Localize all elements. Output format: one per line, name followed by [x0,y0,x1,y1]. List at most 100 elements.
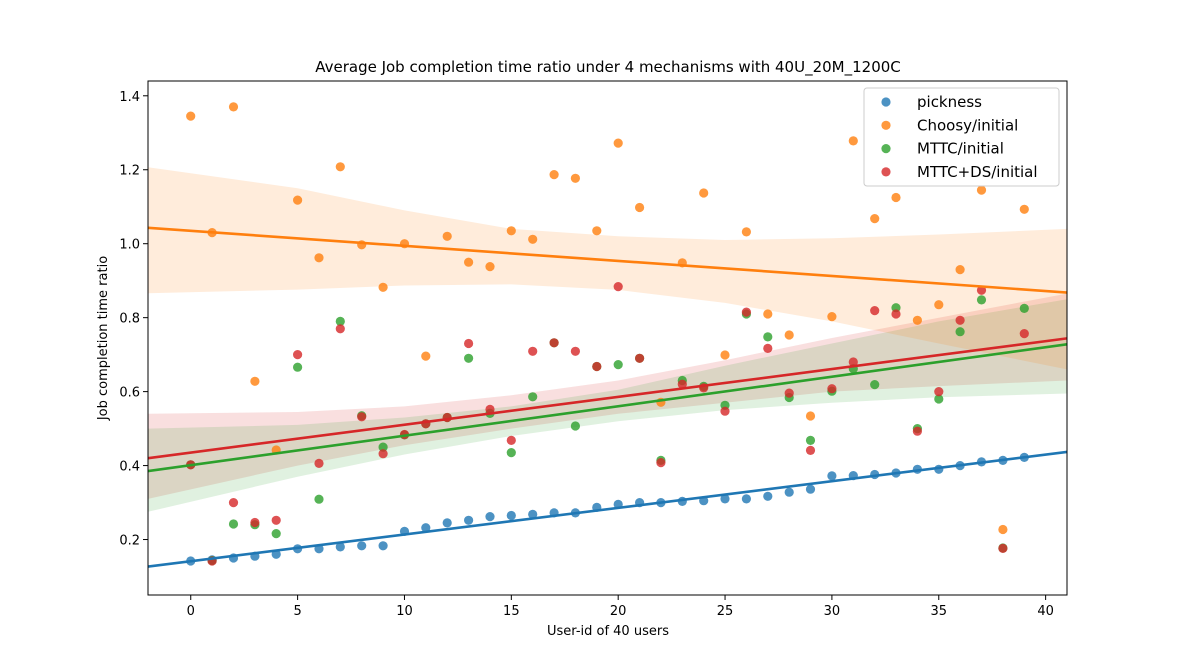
point-series-3-19 [592,361,602,372]
point-series-0-13 [464,515,474,525]
point-series-1-16 [528,234,538,244]
y-tick-label-6: 1.4 [119,90,140,105]
y-tick-label-2: 0.6 [119,386,140,401]
point-series-1-0 [186,111,196,121]
point-series-3-13 [464,338,474,349]
point-series-2-32 [870,380,880,390]
point-series-0-14 [485,511,495,522]
confidence-band-series-2 [148,299,1067,512]
point-series-3-38 [998,543,1008,554]
y-axis-label: Job completion time ratio [96,256,111,421]
point-series-3-34 [912,426,923,436]
point-series-1-20 [613,138,623,148]
point-series-1-2 [228,102,239,112]
point-series-3-7 [335,324,345,334]
point-series-1-12 [442,231,452,241]
legend-label-2: MTTC/initial [917,140,1004,158]
y-tick-label-4: 1.0 [119,238,140,253]
point-series-3-21 [635,353,645,363]
point-series-1-21 [635,202,645,213]
point-series-3-9 [378,449,388,459]
point-series-0-12 [442,518,452,528]
x-tick-label-2: 10 [396,604,413,619]
point-series-2-9 [378,442,388,452]
point-series-1-39 [1019,204,1029,214]
fit-line-series-1 [148,226,1067,294]
x-tick-label-6: 30 [824,604,841,619]
point-series-3-28 [784,388,794,398]
point-series-3-5 [293,350,303,360]
point-series-2-13 [464,353,474,363]
point-series-3-30 [827,384,837,394]
point-series-3-33 [891,309,901,319]
point-series-0-16 [528,509,538,519]
plot-frame [147,80,1068,596]
legend-label-0: pickness [917,93,982,111]
point-series-0-15 [506,510,516,521]
point-series-2-15 [506,448,516,458]
legend-marker-0 [881,97,891,107]
point-series-2-2 [228,519,239,529]
point-series-3-31 [848,357,858,367]
chart-title: Average Job completion time ratio under … [315,58,901,77]
point-series-1-9 [378,282,388,292]
point-series-1-35 [934,300,944,310]
point-series-3-39 [1019,329,1029,339]
confidence-band-series-3 [148,293,1067,499]
point-series-1-38 [998,524,1008,535]
point-series-1-14 [485,262,495,272]
point-series-1-6 [314,253,324,263]
x-tick-label-8: 40 [1037,604,1054,619]
point-series-3-22 [656,458,666,468]
point-series-3-17 [549,338,559,348]
legend-box [863,87,1060,187]
point-series-1-30 [827,312,837,322]
point-series-3-14 [485,404,495,414]
point-series-1-29 [805,411,816,421]
point-series-1-27 [763,309,773,319]
point-series-0-27 [763,491,773,501]
point-series-2-7 [335,316,345,326]
point-series-1-36 [955,265,965,275]
point-series-0-29 [805,484,816,494]
legend-label-1: Choosy/initial [917,116,1018,134]
point-series-1-24 [699,188,709,198]
point-series-0-26 [741,494,752,504]
point-series-2-6 [314,494,324,504]
x-tick-label-5: 25 [717,604,734,619]
point-series-1-34 [912,315,923,325]
plot-area [148,102,1067,568]
point-series-2-37 [976,295,987,305]
point-series-1-37 [976,185,987,195]
y-tick-label-0: 0.2 [119,534,140,549]
point-series-3-18 [570,346,581,356]
point-series-1-33 [891,192,901,203]
point-series-1-19 [592,226,602,236]
point-series-3-16 [528,346,538,356]
point-series-2-27 [763,332,773,342]
point-series-3-25 [720,406,730,416]
point-series-2-36 [955,327,965,337]
point-series-3-20 [613,282,623,292]
legend-marker-2 [881,144,891,154]
point-series-0-28 [784,487,794,497]
x-tick-label-7: 35 [930,604,947,619]
point-series-3-36 [955,315,965,325]
point-series-3-27 [763,343,773,353]
point-series-1-3 [250,376,260,386]
point-series-3-26 [741,307,752,317]
point-series-3-35 [934,387,944,397]
point-series-2-39 [1019,303,1029,313]
point-series-1-13 [464,257,474,267]
point-series-0-7 [335,542,345,552]
legend: pickness Choosy/initial MTTC/initial MTTC+D… [863,87,1060,187]
x-tick-label-4: 20 [610,604,627,619]
point-series-2-29 [805,435,816,445]
point-series-2-20 [613,360,623,370]
x-axis-label: User-id of 40 users [547,624,669,639]
point-series-2-5 [293,362,303,372]
point-series-2-35 [934,394,944,404]
point-series-3-32 [870,306,880,316]
legend-marker-1 [881,120,891,130]
point-series-1-7 [335,162,345,172]
